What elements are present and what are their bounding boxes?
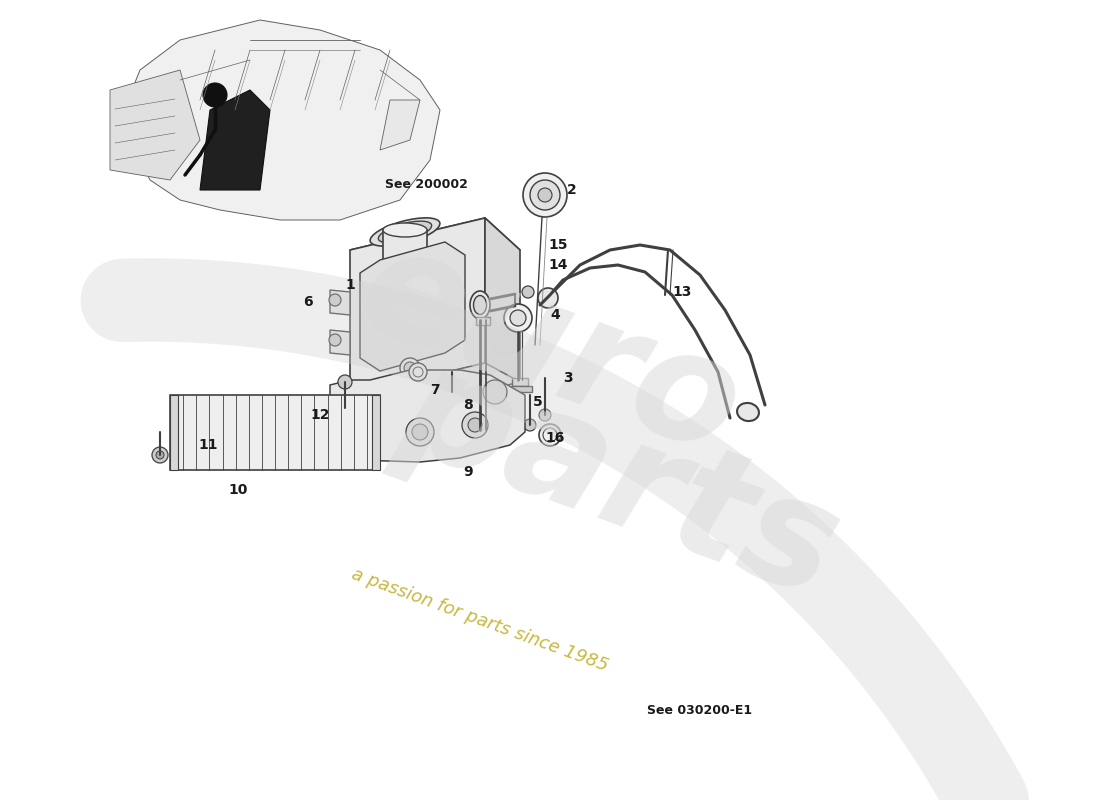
- Circle shape: [412, 424, 428, 440]
- Circle shape: [406, 418, 434, 446]
- Polygon shape: [350, 218, 520, 282]
- Bar: [512, 378, 528, 386]
- Text: 15: 15: [548, 238, 568, 252]
- Polygon shape: [330, 370, 525, 462]
- Circle shape: [152, 447, 168, 463]
- Circle shape: [404, 362, 416, 374]
- Text: 5: 5: [534, 395, 543, 409]
- Text: 8: 8: [463, 398, 473, 412]
- Polygon shape: [330, 330, 350, 355]
- Circle shape: [358, 413, 372, 427]
- Text: 12: 12: [310, 408, 330, 422]
- Circle shape: [504, 304, 532, 332]
- Bar: [372, 395, 379, 470]
- Polygon shape: [485, 218, 520, 382]
- Ellipse shape: [370, 218, 440, 246]
- Text: 7: 7: [430, 383, 440, 397]
- Text: 9: 9: [463, 465, 473, 479]
- Polygon shape: [350, 363, 520, 414]
- Text: 6: 6: [304, 295, 312, 309]
- Polygon shape: [330, 290, 350, 315]
- Text: euro: euro: [340, 213, 760, 487]
- Circle shape: [329, 334, 341, 346]
- Circle shape: [204, 83, 227, 107]
- Polygon shape: [379, 100, 420, 150]
- Circle shape: [510, 310, 526, 326]
- Text: 13: 13: [672, 285, 692, 299]
- Ellipse shape: [470, 291, 490, 319]
- Text: parts: parts: [383, 333, 858, 627]
- Ellipse shape: [383, 223, 427, 237]
- Circle shape: [522, 286, 534, 298]
- Circle shape: [468, 418, 482, 432]
- Circle shape: [462, 412, 488, 438]
- Circle shape: [400, 358, 420, 378]
- Circle shape: [483, 380, 507, 404]
- Bar: [476, 317, 490, 325]
- Bar: [170, 395, 380, 470]
- Circle shape: [353, 408, 377, 432]
- Circle shape: [538, 188, 552, 202]
- Text: See 200002: See 200002: [385, 178, 468, 191]
- Ellipse shape: [538, 288, 558, 308]
- Text: a passion for parts since 1985: a passion for parts since 1985: [349, 565, 610, 675]
- Text: 3: 3: [563, 371, 573, 385]
- Ellipse shape: [378, 221, 431, 243]
- Text: 16: 16: [546, 431, 564, 445]
- Text: 1: 1: [345, 278, 355, 292]
- Ellipse shape: [737, 403, 759, 421]
- Ellipse shape: [383, 258, 427, 272]
- Circle shape: [530, 180, 560, 210]
- Bar: [508, 386, 532, 392]
- Circle shape: [409, 363, 427, 381]
- Polygon shape: [120, 20, 440, 220]
- Text: See 030200-E1: See 030200-E1: [648, 703, 752, 717]
- Bar: [170, 395, 178, 470]
- Circle shape: [156, 451, 164, 459]
- Circle shape: [446, 385, 459, 399]
- Polygon shape: [350, 218, 485, 395]
- Circle shape: [338, 375, 352, 389]
- Circle shape: [539, 409, 551, 421]
- Bar: [383, 230, 427, 265]
- Circle shape: [539, 424, 561, 446]
- Text: 2: 2: [568, 183, 576, 197]
- Polygon shape: [110, 70, 200, 180]
- Circle shape: [524, 419, 536, 431]
- Circle shape: [522, 173, 566, 217]
- Text: 14: 14: [548, 258, 568, 272]
- Text: 11: 11: [198, 438, 218, 452]
- Ellipse shape: [473, 295, 486, 314]
- Polygon shape: [360, 242, 465, 371]
- Text: 4: 4: [550, 308, 560, 322]
- Polygon shape: [200, 90, 270, 190]
- Circle shape: [329, 294, 341, 306]
- Text: 10: 10: [229, 483, 248, 497]
